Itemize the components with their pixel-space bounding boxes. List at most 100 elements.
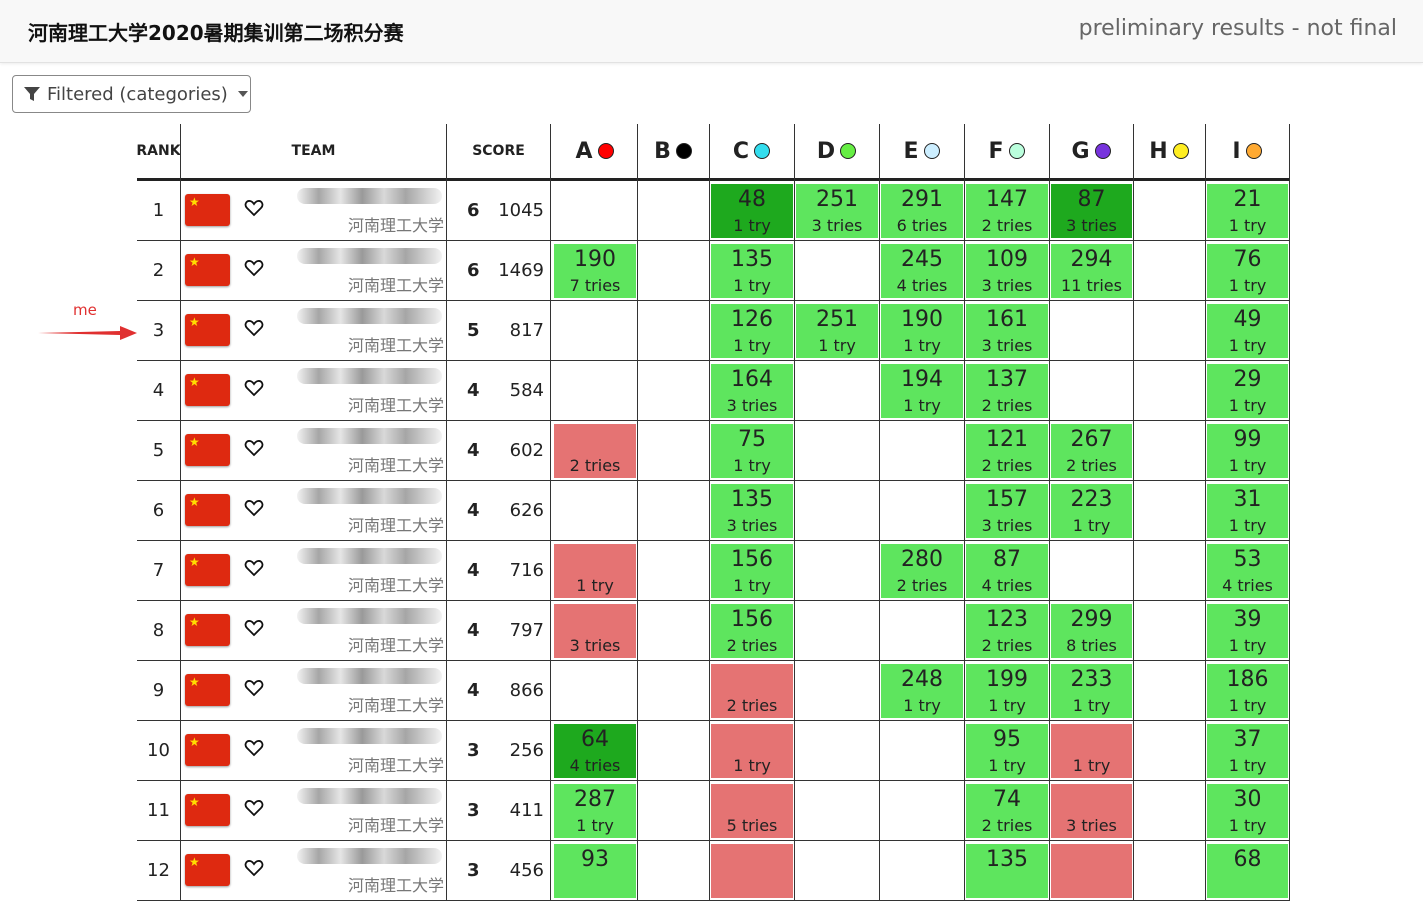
- problem-cell-f[interactable]: 135: [966, 844, 1048, 898]
- table-row[interactable]: 2 ★ 河南理工大学 6 1469 190 7 tries 135 1 try 245 4 trie…: [137, 241, 1289, 301]
- column-header-problem-e[interactable]: E: [879, 124, 964, 178]
- problem-cell-i[interactable]: 21 1 try: [1207, 184, 1288, 238]
- problem-cell-c[interactable]: 156 1 try: [711, 544, 793, 598]
- filter-categories-button[interactable]: Filtered (categories): [12, 75, 251, 113]
- problem-cell-e[interactable]: 280 2 tries: [881, 544, 963, 598]
- problem-cell-c[interactable]: [711, 844, 793, 898]
- problem-cell-i[interactable]: 49 1 try: [1207, 304, 1288, 358]
- problem-cell-c[interactable]: 75 1 try: [711, 424, 793, 478]
- table-row[interactable]: 3 ★ 河南理工大学 5 817 126 1 try 251 1 try 190 1 try 161 3…: [137, 301, 1289, 361]
- problem-cell-a[interactable]: 1 try: [554, 544, 636, 598]
- problem-cell-g[interactable]: 87 3 tries: [1051, 184, 1132, 238]
- problem-cell-c[interactable]: 1 try: [711, 724, 793, 778]
- favorite-heart-icon[interactable]: [244, 558, 264, 578]
- column-header-problem-a[interactable]: A: [552, 124, 637, 178]
- favorite-heart-icon[interactable]: [244, 198, 264, 218]
- problem-cell-a[interactable]: 3 tries: [554, 604, 636, 658]
- table-row[interactable]: 10 ★ 河南理工大学 3 256 64 4 tries 1 try 95 1 try 1 try 3…: [137, 721, 1289, 781]
- column-header-problem-d[interactable]: D: [794, 124, 879, 178]
- problem-cell-c[interactable]: 135 3 tries: [711, 484, 793, 538]
- problem-cell-f[interactable]: 123 2 tries: [966, 604, 1048, 658]
- problem-cell-i[interactable]: 76 1 try: [1207, 244, 1288, 298]
- problem-cell-g[interactable]: 267 2 tries: [1051, 424, 1132, 478]
- column-header-problem-h[interactable]: H: [1133, 124, 1205, 178]
- column-header-team[interactable]: TEAM: [291, 143, 336, 159]
- problem-cell-g[interactable]: 223 1 try: [1051, 484, 1132, 538]
- table-row[interactable]: 6 ★ 河南理工大学 4 626 135 3 tries 157 3 tries 223 1 try…: [137, 481, 1289, 541]
- solved-count: 4: [467, 439, 480, 461]
- problem-cell-g[interactable]: 299 8 tries: [1051, 604, 1132, 658]
- problem-cell-f[interactable]: 95 1 try: [966, 724, 1048, 778]
- problem-cell-g[interactable]: 1 try: [1051, 724, 1132, 778]
- problem-cell-g[interactable]: 233 1 try: [1051, 664, 1132, 718]
- table-row[interactable]: 7 ★ 河南理工大学 4 716 1 try 156 1 try 280 2 tries 87 4 t…: [137, 541, 1289, 601]
- column-header-problem-f[interactable]: F: [964, 124, 1049, 178]
- problem-cell-i[interactable]: 31 1 try: [1207, 484, 1288, 538]
- problem-cell-i[interactable]: 29 1 try: [1207, 364, 1288, 418]
- favorite-heart-icon[interactable]: [244, 798, 264, 818]
- problem-cell-i[interactable]: 39 1 try: [1207, 604, 1288, 658]
- table-row[interactable]: 12 ★ 河南理工大学 3 456 93 135 68: [137, 841, 1289, 901]
- favorite-heart-icon[interactable]: [244, 678, 264, 698]
- problem-cell-g[interactable]: 294 11 tries: [1051, 244, 1132, 298]
- problem-cell-e[interactable]: 291 6 tries: [881, 184, 963, 238]
- problem-cell-c[interactable]: 135 1 try: [711, 244, 793, 298]
- problem-cell-f[interactable]: 137 2 tries: [966, 364, 1048, 418]
- table-row[interactable]: 9 ★ 河南理工大学 4 866 2 tries 248 1 try 199 1 try 233 1 …: [137, 661, 1289, 721]
- problem-cell-a[interactable]: 287 1 try: [554, 784, 636, 838]
- favorite-heart-icon[interactable]: [244, 858, 264, 878]
- problem-cell-a[interactable]: 64 4 tries: [554, 724, 636, 778]
- problem-cell-e[interactable]: 245 4 tries: [881, 244, 963, 298]
- problem-cell-i[interactable]: 99 1 try: [1207, 424, 1288, 478]
- table-row[interactable]: 11 ★ 河南理工大学 3 411 287 1 try 5 tries 74 2 tries 3 t…: [137, 781, 1289, 841]
- table-row[interactable]: 4 ★ 河南理工大学 4 584 164 3 tries 194 1 try 137 2 tries…: [137, 361, 1289, 421]
- favorite-heart-icon[interactable]: [244, 618, 264, 638]
- problem-cell-f[interactable]: 147 2 tries: [966, 184, 1048, 238]
- column-header-problem-c[interactable]: C: [709, 124, 794, 178]
- column-header-problem-i[interactable]: I: [1205, 124, 1289, 178]
- problem-cell-a[interactable]: 2 tries: [554, 424, 636, 478]
- favorite-heart-icon[interactable]: [244, 498, 264, 518]
- problem-cell-a[interactable]: 93: [554, 844, 636, 898]
- problem-cell-f[interactable]: 109 3 tries: [966, 244, 1048, 298]
- problem-cell-f[interactable]: 87 4 tries: [966, 544, 1048, 598]
- table-row[interactable]: 1 ★ 河南理工大学 6 1045 48 1 try 251 3 tries 291 6 tries…: [137, 181, 1289, 241]
- problem-cell-c[interactable]: 2 tries: [711, 664, 793, 718]
- column-header-problem-g[interactable]: G: [1049, 124, 1133, 178]
- table-row[interactable]: 5 ★ 河南理工大学 4 602 2 tries 75 1 try 121 2 tries 267 2…: [137, 421, 1289, 481]
- favorite-heart-icon[interactable]: [244, 378, 264, 398]
- filter-icon: [24, 87, 40, 101]
- problem-cell-i[interactable]: 53 4 tries: [1207, 544, 1288, 598]
- problem-cell-i[interactable]: 186 1 try: [1207, 664, 1288, 718]
- problem-cell-e[interactable]: 190 1 try: [881, 304, 963, 358]
- problem-cell-c[interactable]: 164 3 tries: [711, 364, 793, 418]
- problem-cell-c[interactable]: 5 tries: [711, 784, 793, 838]
- problem-cell-e[interactable]: 248 1 try: [881, 664, 963, 718]
- problem-cell-f[interactable]: 161 3 tries: [966, 304, 1048, 358]
- favorite-heart-icon[interactable]: [244, 738, 264, 758]
- problem-cell-c[interactable]: 126 1 try: [711, 304, 793, 358]
- problem-cell-d[interactable]: 251 1 try: [796, 304, 878, 358]
- problem-cell-a[interactable]: 190 7 tries: [554, 244, 636, 298]
- problem-cell-e[interactable]: 194 1 try: [881, 364, 963, 418]
- column-header-rank[interactable]: RANK: [136, 143, 181, 159]
- problem-cell-c[interactable]: 156 2 tries: [711, 604, 793, 658]
- problem-cell-f[interactable]: 121 2 tries: [966, 424, 1048, 478]
- problem-cell-f[interactable]: 199 1 try: [966, 664, 1048, 718]
- problem-cell-d[interactable]: 251 3 tries: [796, 184, 878, 238]
- column-header-problem-b[interactable]: B: [637, 124, 709, 178]
- problem-cell-f[interactable]: 157 3 tries: [966, 484, 1048, 538]
- problem-cell-i[interactable]: 68: [1207, 844, 1288, 898]
- problem-cell-f[interactable]: 74 2 tries: [966, 784, 1048, 838]
- problem-cell-c[interactable]: 48 1 try: [711, 184, 793, 238]
- table-row[interactable]: 8 ★ 河南理工大学 4 797 3 tries 156 2 tries 123 2 tries 2…: [137, 601, 1289, 661]
- problem-cell-g[interactable]: [1051, 844, 1132, 898]
- favorite-heart-icon[interactable]: [244, 438, 264, 458]
- problem-cell-i[interactable]: 37 1 try: [1207, 724, 1288, 778]
- favorite-heart-icon[interactable]: [244, 318, 264, 338]
- column-header-score[interactable]: SCORE: [472, 143, 525, 159]
- problem-cell-g[interactable]: 3 tries: [1051, 784, 1132, 838]
- flag-star-icon: ★: [189, 555, 200, 569]
- problem-cell-i[interactable]: 30 1 try: [1207, 784, 1288, 838]
- favorite-heart-icon[interactable]: [244, 258, 264, 278]
